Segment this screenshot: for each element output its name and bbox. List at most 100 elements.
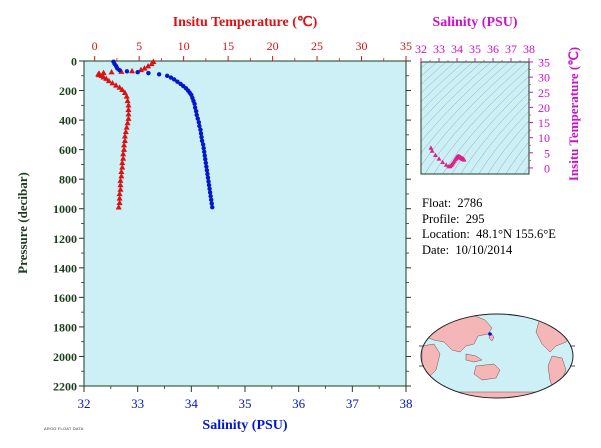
salinity-tick-label: 35 [239, 396, 252, 411]
pressure-tick-label: 1800 [53, 320, 77, 334]
temperature-point [116, 190, 123, 197]
ts-isoline [478, 110, 529, 174]
salinity-point [117, 67, 122, 73]
salinity-point [199, 138, 205, 143]
salinity-point [192, 101, 197, 107]
ts-isoline [421, 62, 447, 85]
pressure-tick-label: 400 [59, 114, 77, 128]
ts-salinity-tick-label: 34 [451, 42, 463, 56]
ts-isoline [487, 120, 529, 174]
temperature-point [105, 77, 112, 84]
temperature-point [148, 60, 155, 67]
temperature-point [109, 79, 116, 86]
float-row: Float: 2786 [422, 196, 556, 212]
ts-point [440, 159, 445, 164]
temperature-tick-label: 5 [136, 39, 142, 53]
profile-marks [95, 58, 215, 210]
pressure-tick-label: 800 [59, 173, 77, 187]
ts-salinity-tick-label: 36 [487, 42, 499, 56]
temperature-point [117, 177, 124, 183]
ts-salinity-axis-title: Salinity (PSU) [432, 15, 518, 30]
ts-isoline [514, 152, 529, 174]
pressure-tick-label: 1000 [53, 202, 77, 216]
credit-text: ARGO FLOAT DATA [44, 426, 84, 431]
ts-temperature-tick-label: 20 [538, 101, 550, 115]
temperature-tick-label: 15 [222, 39, 234, 53]
temperature-point [123, 124, 130, 130]
temperature-point [125, 102, 132, 108]
location-label: Location: [422, 227, 470, 241]
temperature-point [118, 168, 125, 174]
temperature-point [121, 142, 128, 148]
salinity-point [199, 134, 204, 140]
temperature-point [115, 204, 122, 210]
ts-isoline [469, 101, 529, 174]
salinity-point [195, 116, 200, 121]
pressure-tick-label: 200 [59, 84, 77, 98]
ts-temperature-tick-label: 30 [538, 71, 550, 85]
temperature-tick-label: 0 [92, 39, 98, 53]
pressure-tick-label: 1200 [53, 232, 77, 246]
pressure-axis: 0 200 400 600 800 1000 1200 1400 1600 1800 2000 220… [53, 55, 411, 394]
temperature-point [118, 173, 125, 179]
temperature-point [129, 67, 136, 74]
date-label: Date: [422, 242, 450, 257]
salinity-point [207, 190, 213, 195]
ts-isoline [496, 130, 529, 174]
location-row: Location: 48.1°N 155.6°E [422, 227, 556, 243]
temperature-point [116, 84, 123, 90]
ts-point [436, 156, 442, 161]
salinity-point [205, 171, 210, 177]
float-location-marker [488, 332, 492, 336]
salinity-tick-label: 36 [292, 396, 306, 411]
temperature-point [117, 186, 124, 192]
float-label: Float: [422, 196, 452, 210]
temperature-point [121, 89, 128, 95]
ts-point [429, 148, 435, 153]
salinity-point [202, 153, 207, 158]
temperature-point [108, 69, 115, 75]
ts-isoline [421, 62, 492, 132]
temperature-point [122, 128, 129, 135]
ts-isoline [460, 92, 529, 174]
temperature-point [119, 159, 126, 166]
temperature-point [124, 119, 131, 126]
ts-salinity-tick-label: 32 [415, 42, 427, 56]
temperature-point [119, 164, 126, 170]
ts-isoline [421, 62, 519, 167]
ts-isoline [505, 141, 529, 174]
salinity-point [194, 112, 199, 118]
ts-isoline [424, 62, 528, 174]
salinity-point [168, 75, 174, 80]
salinity-point [206, 179, 211, 184]
temperature-point [141, 65, 148, 71]
salinity-point [208, 193, 213, 199]
world-map [419, 313, 575, 399]
salinity-tick-label: 37 [346, 396, 360, 411]
temperature-tick-label: 30 [356, 39, 368, 53]
temperature-point [124, 97, 131, 104]
ts-isoline [523, 165, 529, 174]
salinity-point [209, 201, 214, 206]
location-value: 48.1°N 155.6°E [476, 227, 556, 241]
ts-isoline [421, 62, 501, 143]
salinity-point [202, 149, 207, 155]
pressure-tick-label: 1600 [53, 291, 77, 305]
salinity-point [204, 168, 210, 173]
salinity-point [201, 145, 206, 151]
salinity-point [192, 105, 198, 110]
ts-isoline [421, 62, 474, 112]
temperature-axis-title: Insitu Temperature (℃) [173, 15, 318, 30]
pressure-tick-label: 1400 [53, 261, 77, 275]
salinity-point [175, 79, 180, 84]
profile-label: Profile: [422, 211, 460, 226]
salinity-tick-label: 34 [185, 396, 199, 411]
ts-isoline [421, 62, 456, 94]
ts-isoline [421, 62, 510, 154]
ts-temperature-tick-label: 0 [544, 161, 550, 175]
ts-isoline [421, 62, 483, 122]
salinity-point [164, 73, 170, 78]
temperature-point [125, 115, 132, 121]
temperature-point [125, 106, 132, 112]
